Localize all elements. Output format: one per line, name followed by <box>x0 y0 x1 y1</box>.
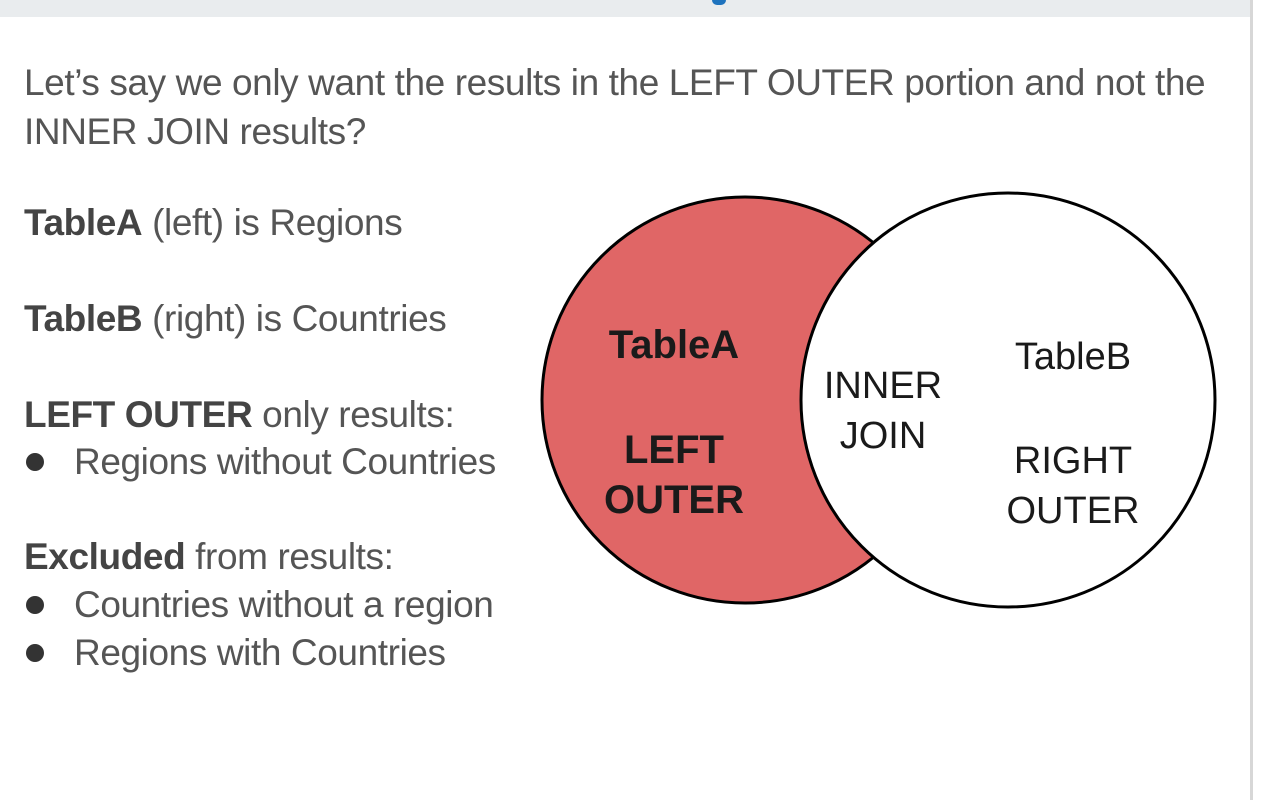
bullet-icon <box>26 453 44 471</box>
table-b-circle <box>799 191 1217 609</box>
excluded-rest: from results: <box>185 536 394 577</box>
table-b-term: TableB <box>24 298 143 339</box>
bullet-icon <box>26 644 44 662</box>
table-a-label: TableA <box>609 323 739 367</box>
left-outer-rest: only results: <box>252 394 455 435</box>
left-outer-list: Regions without Countries <box>24 438 496 486</box>
table-a-description: TableA (left) is Regions <box>24 200 403 246</box>
inner-join-label-line2: JOIN <box>840 415 927 457</box>
inner-join-label-line1: INNER <box>824 365 942 407</box>
bullet-icon <box>26 596 44 614</box>
excluded-heading: Excluded from results: <box>24 534 394 580</box>
table-b-description: TableB (right) is Countries <box>24 296 447 342</box>
slide-top-band <box>0 0 1250 17</box>
list-item: Regions with Countries <box>24 629 493 677</box>
list-item: Regions without Countries <box>24 438 496 486</box>
excluded-term: Excluded <box>24 536 186 577</box>
table-b-rest: (right) is Countries <box>142 298 447 339</box>
table-b-label: TableB <box>1015 336 1131 378</box>
left-outer-heading: LEFT OUTER only results: <box>24 392 455 438</box>
left-outer-label-line1: LEFT <box>624 428 724 472</box>
venn-diagram: TableA LEFT OUTER INNER JOIN TableB RIGH… <box>540 191 1217 609</box>
right-outer-label-line1: RIGHT <box>1014 440 1132 482</box>
table-a-rest: (left) is Regions <box>142 202 403 243</box>
table-a-term: TableA <box>24 202 143 243</box>
excluded-list: Countries without a region Regions with … <box>24 581 494 677</box>
list-item: Countries without a region <box>24 581 494 629</box>
intro-text: Let’s say we only want the results in th… <box>24 62 1206 152</box>
left-outer-label-line2: OUTER <box>604 478 744 522</box>
slide-right-border <box>1250 0 1253 800</box>
title-fragment <box>712 0 726 5</box>
right-outer-label-line2: OUTER <box>1007 490 1140 532</box>
left-outer-term: LEFT OUTER <box>24 394 253 435</box>
